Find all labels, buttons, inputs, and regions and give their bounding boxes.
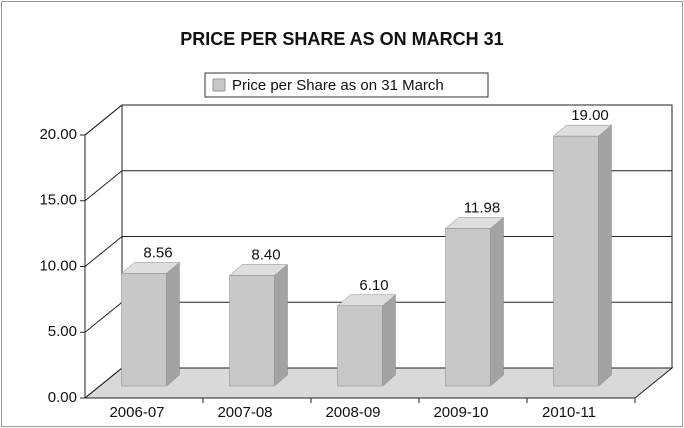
legend-swatch — [212, 78, 226, 92]
y-tick-label: 15.00 — [39, 192, 77, 209]
bar-side — [598, 124, 612, 387]
bar — [121, 273, 167, 387]
x-tick-label: 2006-07 — [109, 404, 164, 421]
bar — [337, 305, 383, 387]
x-tick-label: 2009-10 — [433, 404, 488, 421]
bar-side — [166, 261, 180, 387]
legend-label: Price per Share as on 31 March — [232, 77, 444, 94]
grid-line — [84, 367, 123, 399]
grid-line — [84, 301, 123, 333]
y-tick-label: 10.00 — [39, 257, 77, 274]
data-label: 11.98 — [464, 199, 500, 216]
x-tick-label: 2007-08 — [217, 404, 272, 421]
bar — [445, 228, 491, 387]
legend-box — [204, 72, 489, 98]
data-label: 8.56 — [143, 244, 172, 261]
y-tick-label: 20.00 — [39, 126, 77, 143]
bar — [553, 135, 599, 387]
y-tick-label: 0.00 — [48, 389, 77, 406]
data-label: 6.10 — [359, 277, 388, 294]
x-tick-label: 2010-11 — [542, 404, 596, 421]
data-label: 8.40 — [251, 247, 280, 264]
grid-line — [84, 236, 123, 267]
bar-side — [274, 264, 288, 387]
chart-title: PRICE PER SHARE AS ON MARCH 31 — [180, 29, 503, 49]
bar-side — [490, 216, 504, 387]
grid-line — [84, 170, 123, 202]
data-label: 19.00 — [571, 107, 609, 124]
y-tick-label: 5.00 — [48, 323, 77, 340]
x-tick-label: 2008-09 — [325, 404, 380, 421]
bar-side — [382, 294, 396, 387]
grid-line — [84, 104, 123, 136]
bar — [229, 275, 275, 387]
